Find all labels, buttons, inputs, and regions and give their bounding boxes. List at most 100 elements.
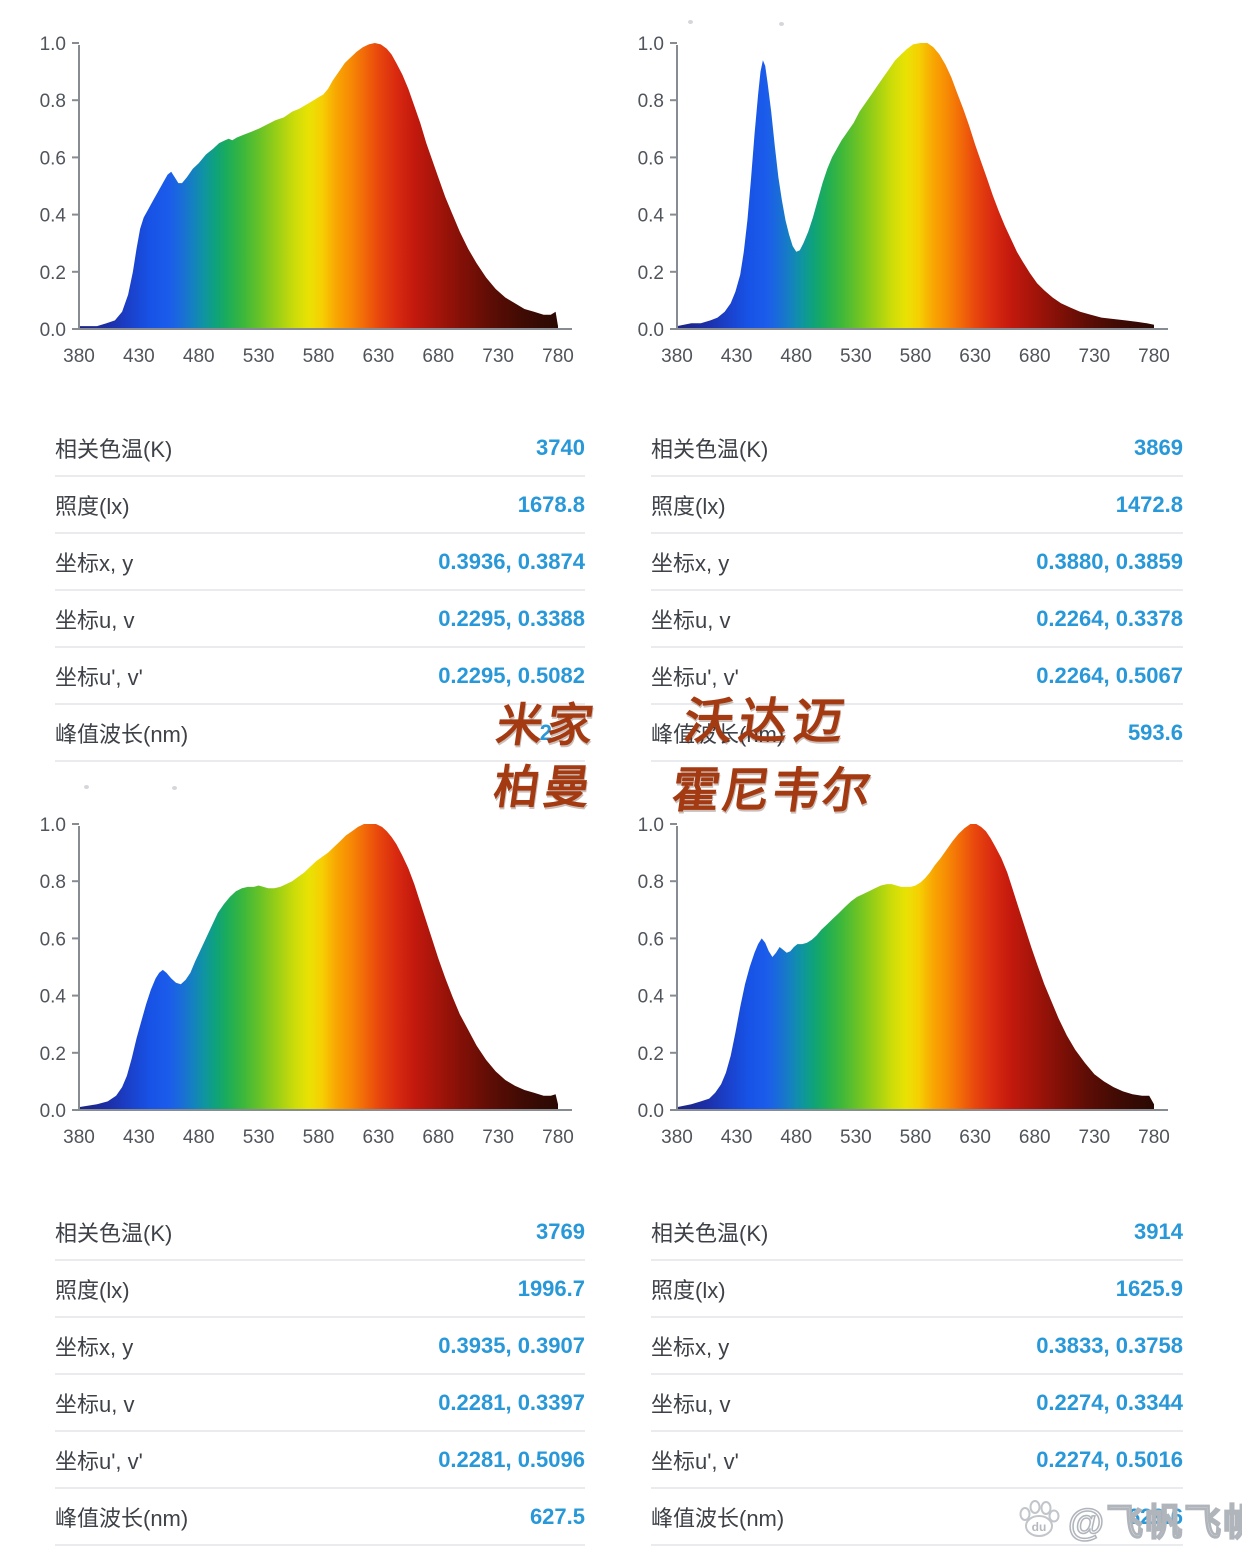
- spectrum-chart-top-right: 0.0 0.2 0.4 0.6 0.8 1.0 380 430 480 530 580 630 680 7…: [638, 34, 1170, 367]
- x-tick-label: 630: [363, 346, 395, 367]
- y-tick-label: 0.2: [40, 263, 66, 284]
- spectrum-chart-bottom-left: 0.0 0.2 0.4 0.6 0.8 1.0 380 430 480 530 580 630 680 7…: [40, 815, 574, 1148]
- artifact-dot: [779, 22, 784, 26]
- x-tick-label: 480: [183, 346, 215, 367]
- x-tick-label: 630: [959, 346, 991, 367]
- spectrum-chart-bottom-right: 0.0 0.2 0.4 0.6 0.8 1.0 380 430 480 530 580 630 680 7…: [638, 815, 1170, 1148]
- x-tick-label: 730: [1079, 346, 1111, 367]
- metric-value: 0.2264, 0.5067: [1036, 662, 1183, 688]
- table-row: 照度(lx) 1996.7: [55, 1261, 585, 1318]
- x-tick-label: 580: [303, 346, 335, 367]
- metric-label: 坐标u, v: [651, 607, 731, 633]
- panel-top-right: 0.0 0.2 0.4 0.6 0.8 1.0 380 430 480 530 580 630 680 7…: [621, 0, 1242, 762]
- y-tick-label: 0.6: [40, 929, 66, 950]
- x-tick-label: 780: [542, 1127, 574, 1148]
- x-tick-label: 680: [1019, 346, 1051, 367]
- x-tick-label: 430: [721, 1127, 753, 1148]
- metric-value: 1996.7: [517, 1275, 585, 1301]
- panel-bottom-right: 0.0 0.2 0.4 0.6 0.8 1.0 380 430 480 530 580 630 680 7…: [621, 762, 1242, 1546]
- y-tick-label: 0.8: [638, 91, 664, 112]
- table-row: 峰值波长(nm) 593.6: [651, 705, 1183, 762]
- table-row: 坐标x, y 0.3936, 0.3874: [55, 534, 585, 591]
- x-tick-label: 730: [1079, 1127, 1111, 1148]
- x-tick-label: 380: [63, 346, 95, 367]
- panel-top-left: 0.0 0.2 0.4 0.6 0.8 1.0 380 430 480 530 580 630 680 7…: [0, 0, 621, 762]
- y-tick-label: 0.6: [638, 148, 664, 169]
- measurement-table-bottom-left: 相关色温(K) 3769 照度(lx) 1996.7 坐标x, y 0.3935, 0.3…: [55, 1204, 585, 1546]
- x-tick-label: 780: [1138, 1127, 1170, 1148]
- spectrum-chart-top-left: 0.0 0.2 0.4 0.6 0.8 1.0 380 430 480 530 580 630 680 7…: [40, 34, 574, 367]
- y-tick-label: 0.2: [638, 263, 664, 284]
- x-tick-label: 780: [1138, 346, 1170, 367]
- x-tick-label: 380: [661, 346, 693, 367]
- measurement-table-bottom-right: 相关色温(K) 3914 照度(lx) 1625.9 坐标x, y 0.3833, 0.3…: [651, 1204, 1183, 1546]
- measurement-table-top-left: 相关色温(K) 3740 照度(lx) 1678.8 坐标x, y 0.3936, 0.3…: [55, 420, 585, 762]
- x-tick-label: 730: [482, 346, 514, 367]
- watermark-brand-honeywell: 霍尼韦尔: [668, 765, 876, 818]
- metric-value: 0.2281, 0.5096: [438, 1446, 585, 1472]
- y-tick-label: 0.8: [40, 91, 66, 112]
- x-tick-label: 680: [1019, 1127, 1051, 1148]
- metric-label: 相关色温(K): [651, 436, 769, 462]
- x-tick-label: 530: [243, 346, 275, 367]
- metric-value: 0.3880, 0.3859: [1036, 548, 1183, 574]
- x-tick-label: 530: [243, 1127, 275, 1148]
- x-tick-label: 430: [123, 1127, 155, 1148]
- metric-value: 1678.8: [517, 491, 585, 517]
- x-tick-label: 430: [123, 346, 155, 367]
- table-row: 坐标u, v 0.2274, 0.3344: [651, 1375, 1183, 1432]
- y-tick-label: 1.0: [638, 815, 664, 836]
- watermark-brand-mijia: 米家: [493, 699, 601, 751]
- metric-label: 照度(lx): [651, 1277, 726, 1303]
- y-tick-label: 1.0: [40, 34, 66, 55]
- x-tick-label: 480: [780, 346, 812, 367]
- table-row: 坐标u', v' 0.2264, 0.5067: [651, 648, 1183, 705]
- table-row: 相关色温(K) 3740: [55, 420, 585, 477]
- y-tick-label: 0.0: [638, 1101, 664, 1122]
- y-tick-label: 1.0: [638, 34, 664, 55]
- metric-value: 0.3936, 0.3874: [438, 548, 585, 574]
- metric-value: 0.2281, 0.3397: [438, 1389, 585, 1415]
- x-tick-label: 680: [422, 1127, 454, 1148]
- table-row: 相关色温(K) 3769: [55, 1204, 585, 1261]
- table-row: 照度(lx) 1625.9: [651, 1261, 1183, 1318]
- x-tick-label: 680: [422, 346, 454, 367]
- panel-bottom-left: 0.0 0.2 0.4 0.6 0.8 1.0 380 430 480 530 580 630 680 7…: [0, 762, 621, 1546]
- table-row: 照度(lx) 1678.8: [55, 477, 585, 534]
- artifact-dot: [688, 20, 693, 24]
- x-tick-label: 580: [900, 346, 932, 367]
- x-tick-label: 580: [900, 1127, 932, 1148]
- x-tick-label: 380: [661, 1127, 693, 1148]
- y-tick-label: 0.2: [40, 1044, 66, 1065]
- metric-label: 坐标u', v': [651, 664, 739, 690]
- y-tick-label: 0.0: [40, 320, 66, 341]
- metric-value: 1472.8: [1115, 491, 1183, 517]
- spectrum-area: [79, 43, 558, 329]
- metric-label: 坐标x, y: [651, 1334, 730, 1360]
- metric-value: 3914: [1134, 1218, 1183, 1244]
- y-tick-label: 0.4: [638, 206, 665, 227]
- metric-value: 0.2274, 0.5016: [1036, 1446, 1183, 1472]
- metric-value: 0.3935, 0.3907: [438, 1332, 585, 1358]
- y-tick-label: 0.8: [40, 872, 66, 893]
- x-tick-label: 780: [542, 346, 574, 367]
- table-row: 相关色温(K) 3914: [651, 1204, 1183, 1261]
- y-tick-label: 0.2: [638, 1044, 664, 1065]
- baidu-paw-icon: du: [1019, 1500, 1060, 1537]
- y-tick-label: 0.6: [638, 929, 664, 950]
- x-tick-label: 480: [183, 1127, 215, 1148]
- metric-label: 相关色温(K): [55, 436, 173, 462]
- spectrum-area: [677, 824, 1154, 1110]
- x-tick-label: 430: [721, 346, 753, 367]
- x-tick-label: 730: [482, 1127, 514, 1148]
- metric-label: 峰值波长(nm): [651, 721, 785, 747]
- table-row: 照度(lx) 1472.8: [651, 477, 1183, 534]
- spectrum-area: [79, 824, 558, 1110]
- metric-label: 照度(lx): [55, 493, 130, 519]
- metric-label: 相关色温(K): [55, 1220, 173, 1246]
- metric-label: 坐标x, y: [55, 550, 134, 576]
- table-row: 坐标x, y 0.3833, 0.3758: [651, 1318, 1183, 1375]
- table-row: 坐标x, y 0.3880, 0.3859: [651, 534, 1183, 591]
- metric-value: 2: [539, 719, 552, 745]
